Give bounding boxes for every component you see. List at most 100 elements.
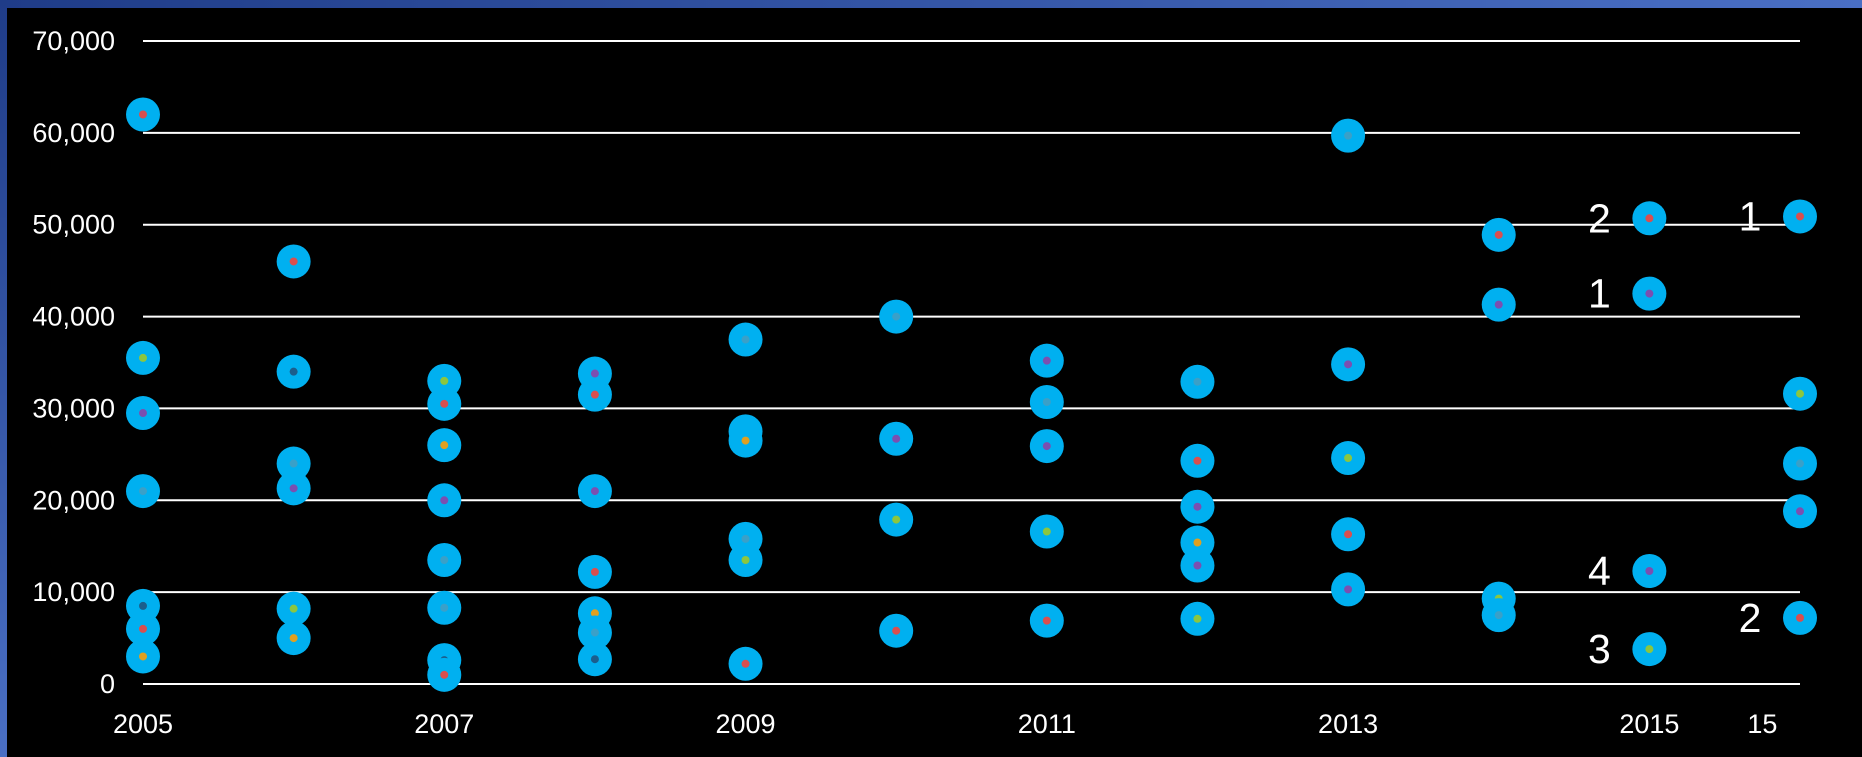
y-tick-label: 70,000: [32, 26, 115, 56]
data-point-marker: [1042, 527, 1051, 536]
data-point: [1029, 429, 1064, 464]
data-point: [577, 474, 612, 509]
y-tick-label: 60,000: [32, 118, 115, 148]
data-point: [879, 613, 914, 648]
y-tick-label: 30,000: [32, 393, 115, 423]
data-point-marker: [590, 655, 599, 664]
data-point-marker: [741, 659, 750, 668]
data-point-marker: [139, 487, 147, 496]
data-point-marker: [440, 496, 449, 505]
data-point-marker: [440, 441, 449, 450]
data-point-marker: [590, 369, 599, 378]
annotation-label: 4: [1588, 548, 1611, 594]
data-point-marker: [289, 604, 298, 613]
data-point: [276, 591, 311, 626]
data-point-marker: [1796, 613, 1804, 622]
data-point-marker: [440, 555, 449, 564]
data-point: [276, 244, 311, 279]
data-point: [1632, 276, 1667, 311]
data-point: [1783, 600, 1817, 635]
annotations: 2 1 4 3 1 2: [1588, 193, 1761, 672]
data-point: [126, 639, 160, 674]
annotation-label: 1: [1588, 271, 1611, 317]
data-point: [1331, 572, 1366, 607]
annotation-label: 2: [1588, 195, 1611, 241]
data-point-marker: [1494, 300, 1503, 309]
data-point-marker: [139, 652, 147, 661]
data-point: [1180, 601, 1215, 636]
data-point: [728, 423, 763, 458]
x-tick-label: 2007: [414, 709, 474, 739]
data-point-marker: [139, 409, 147, 418]
data-point: [577, 642, 612, 677]
data-point-marker: [590, 628, 599, 637]
data-point: [879, 421, 914, 456]
x-tick-label: 2015: [1619, 709, 1679, 739]
data-point-marker: [1796, 212, 1804, 221]
data-point: [577, 554, 612, 589]
x-tick-label: 2013: [1318, 709, 1378, 739]
data-point: [1783, 446, 1817, 481]
data-point: [879, 502, 914, 537]
data-point-marker: [1344, 530, 1353, 539]
data-point: [1331, 347, 1366, 382]
data-point: [1029, 514, 1064, 549]
data-point-marker: [440, 376, 449, 385]
y-tick-label: 20,000: [32, 485, 115, 515]
data-point: [1632, 201, 1667, 236]
data-point-marker: [1193, 456, 1202, 465]
data-point-marker: [1344, 131, 1353, 140]
y-tick-label: 0: [100, 669, 115, 699]
data-point: [577, 377, 612, 412]
y-tick-label: 40,000: [32, 302, 115, 332]
data-point-marker: [1344, 585, 1353, 594]
data-point-marker: [139, 110, 147, 119]
data-point-marker: [440, 670, 449, 679]
data-point-marker: [1796, 507, 1804, 516]
data-point: [1481, 217, 1516, 252]
data-point: [1180, 443, 1215, 478]
data-point: [1180, 489, 1215, 524]
data-points: [126, 97, 1817, 692]
data-point: [1180, 548, 1215, 583]
data-point-marker: [1193, 538, 1202, 547]
data-point-marker: [1796, 459, 1804, 468]
data-point: [427, 386, 462, 421]
gridlines: [143, 40, 1800, 685]
data-point-marker: [1193, 502, 1202, 511]
data-point-marker: [892, 434, 901, 443]
data-point-marker: [1796, 389, 1804, 398]
data-point: [1783, 376, 1817, 411]
data-point-marker: [1645, 214, 1654, 223]
data-point: [126, 396, 160, 431]
data-point-marker: [741, 436, 750, 445]
data-point: [427, 428, 462, 463]
x-tick-label: 15: [1747, 709, 1777, 739]
x-axis-tick-labels: 2005 2007 2009 2011 2013 2015 15: [113, 709, 1777, 739]
data-point-marker: [741, 555, 750, 564]
data-point-marker: [289, 257, 298, 266]
data-point-marker: [289, 634, 298, 643]
x-tick-label: 2011: [1018, 709, 1076, 739]
data-point-marker: [590, 609, 599, 618]
data-point-marker: [289, 459, 298, 468]
y-tick-label: 50,000: [32, 210, 115, 240]
x-tick-label: 2005: [113, 709, 173, 739]
data-point: [427, 590, 462, 625]
data-point: [126, 340, 160, 375]
data-point-marker: [1042, 616, 1051, 625]
data-point: [276, 354, 311, 389]
data-point: [276, 446, 311, 481]
data-point-marker: [590, 487, 599, 496]
data-point-marker: [289, 367, 298, 376]
data-point-marker: [892, 312, 901, 321]
data-point: [1029, 343, 1064, 378]
data-point-marker: [1645, 567, 1654, 576]
data-point: [1331, 118, 1366, 153]
x-tick-label: 2009: [716, 709, 776, 739]
data-point: [728, 542, 763, 577]
annotation-label: 2: [1739, 595, 1762, 641]
data-point-marker: [1494, 230, 1503, 239]
